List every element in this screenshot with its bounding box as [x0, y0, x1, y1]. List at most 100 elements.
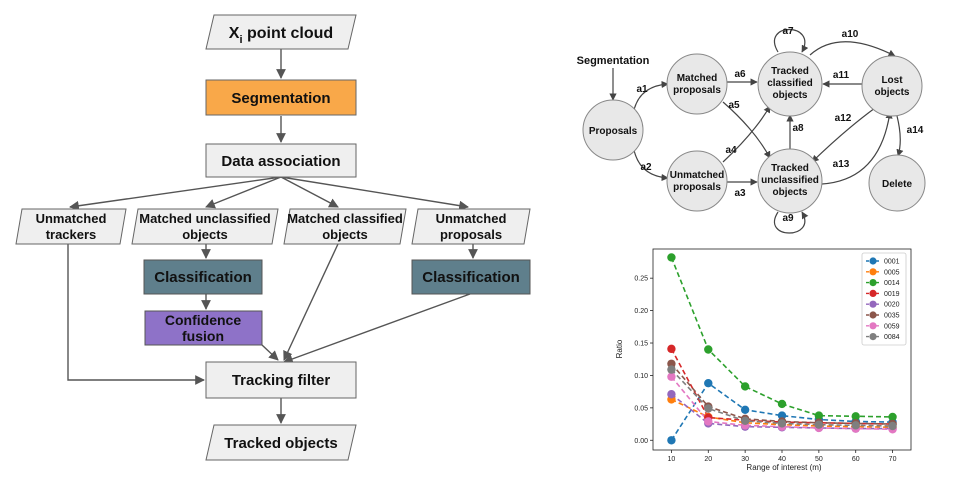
segmentation-box: Segmentation [205, 79, 357, 116]
x-axis-ticks: 10 20 30 40 50 60 70 [668, 450, 897, 463]
delete-label: Delete [882, 179, 912, 190]
svg-text:Xi point cloud: Xi point cloud [229, 25, 333, 46]
edge-a5: a5 [728, 100, 740, 111]
unmatched-trackers-box: Unmatched trackers [15, 208, 127, 245]
data-point-0014 [888, 412, 897, 422]
data-point-0084 [814, 420, 824, 429]
legend-marker-0084 [869, 333, 877, 341]
data-point-0019 [667, 344, 676, 354]
data-point-0014 [704, 345, 713, 354]
state-edges [609, 28, 904, 234]
input-label-rest: point cloud [243, 25, 334, 42]
classification-left-label: Classification [154, 269, 252, 286]
data-point-0059 [667, 372, 676, 381]
legend-marker-0020 [869, 300, 877, 308]
edge-a14: a14 [907, 125, 924, 136]
data-point-0084 [740, 416, 750, 426]
legend-box [861, 252, 907, 346]
data-point-0084 [704, 404, 713, 413]
edge-labels: a1 a2 a3 a4 a5 a6 a7 a8 a9 a10 a11 a12 a… [636, 26, 923, 224]
y-tick-label: 0.15 [634, 341, 648, 348]
legend-label-0005: 0005 [884, 269, 900, 276]
legend-marker-0014 [869, 279, 877, 287]
matched-classified-line1: Matched classified [287, 211, 403, 226]
flow-arrows [67, 49, 478, 424]
data-point-0014 [851, 412, 860, 421]
node-delete [868, 154, 926, 212]
edge-a2: a2 [640, 162, 652, 173]
legend-marker-0001 [869, 257, 877, 265]
data-association-label: Data association [221, 153, 340, 170]
chart-legend: 0001 0005 0014 0019 0020 0035 0059 0084 [861, 252, 907, 346]
y-tick-label: 0.00 [634, 438, 648, 445]
unmatched-proposals-line2: proposals [440, 227, 502, 242]
y-axis-label: Ratio [615, 339, 624, 358]
confidence-fusion-box: Confidence fusion [144, 310, 263, 346]
edge-a9: a9 [782, 213, 794, 224]
matched-unclassified-line1: Matched unclassified [139, 211, 271, 226]
y-tick-label: 0.05 [634, 405, 648, 412]
data-point-0084 [851, 421, 860, 430]
classification-right-label: Classification [422, 269, 520, 286]
tracked-classified-l1: Tracked [771, 66, 809, 77]
confidence-fusion-line2: fusion [182, 328, 224, 344]
edge-a11: a11 [833, 70, 850, 81]
legend-items: 0001 0005 0014 0019 0020 0035 0059 0084 [866, 257, 900, 341]
data-point-0035 [667, 359, 676, 368]
x-tick-label: 30 [741, 456, 749, 463]
lost-objects-l1: Lost [881, 75, 903, 86]
x-tick-label: 40 [778, 456, 786, 463]
legend-marker-0035 [869, 311, 877, 319]
matched-proposals-l2: proposals [673, 85, 721, 96]
node-proposals [582, 99, 644, 161]
tracked-unclassified-l2: unclassified [761, 175, 819, 186]
data-point-0001 [777, 411, 787, 420]
node-tracked-unclassified [757, 148, 823, 214]
y-tick-label: 0.25 [634, 276, 648, 283]
data-point-0014 [740, 382, 750, 391]
data-point-0014 [667, 253, 676, 262]
unmatched-proposals-box: Unmatched proposals [411, 208, 531, 245]
node-lost-objects [861, 55, 923, 117]
matched-unclassified-line2: objects [182, 227, 228, 242]
tracked-objects-label: Tracked objects [224, 435, 337, 452]
edge-a6: a6 [734, 69, 746, 80]
classification-box-right: Classification [411, 259, 531, 295]
data-point-0084 [667, 365, 676, 374]
matched-proposals-l1: Matched [677, 73, 718, 84]
unmatched-trackers-line1: Unmatched [36, 211, 107, 226]
legend-label-0020: 0020 [884, 302, 900, 309]
data-point-0014 [814, 411, 824, 420]
node-tracked-classified [757, 51, 823, 117]
matched-classified-box: Matched classified objects [283, 208, 407, 245]
unmatched-trackers-line2: trackers [46, 227, 97, 242]
tracked-unclassified-l1: Tracked [771, 163, 809, 174]
state-node-labels: Proposals Matched proposals Unmatched pr… [589, 66, 913, 198]
edge-a8: a8 [792, 123, 804, 134]
input-label-sub: i [239, 34, 242, 46]
unmatched-proposals-l2: proposals [673, 182, 721, 193]
data-point-0001 [667, 436, 676, 445]
classification-box-left: Classification [143, 259, 263, 295]
legend-label-0014: 0014 [884, 280, 900, 287]
chart-series [667, 253, 897, 445]
state-diagram: Segmentation Proposals Matched proposals… [577, 26, 926, 234]
state-segmentation-label: Segmentation [577, 55, 650, 67]
data-point-0059 [704, 417, 713, 426]
state-nodes [582, 51, 926, 214]
confidence-fusion-line1: Confidence [165, 312, 241, 328]
edge-a10: a10 [842, 29, 859, 40]
legend-label-0059: 0059 [884, 323, 900, 330]
input-point-cloud-box: Xi point cloud [205, 14, 357, 50]
edge-a4: a4 [725, 145, 737, 156]
edge-a3: a3 [734, 188, 746, 199]
data-point-0001 [704, 379, 713, 388]
data-point-0014 [777, 399, 787, 409]
data-point-0020 [667, 390, 676, 399]
unmatched-proposals-line1: Unmatched [436, 211, 507, 226]
legend-label-0084: 0084 [884, 334, 900, 341]
data-point-0001 [740, 405, 750, 414]
matched-classified-line2: objects [322, 227, 368, 242]
data-point-0084 [888, 421, 897, 431]
edge-a13: a13 [833, 159, 850, 170]
